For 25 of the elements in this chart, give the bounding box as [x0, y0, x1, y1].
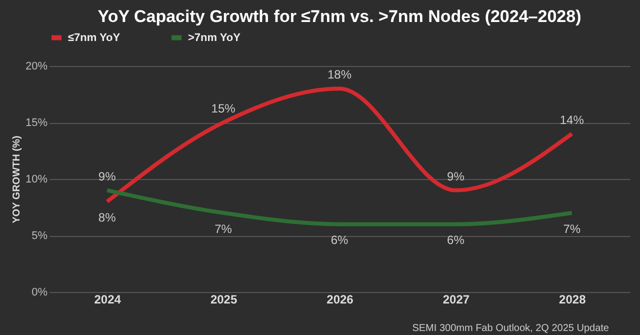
data-label: 15%: [211, 102, 236, 116]
data-label: 14%: [560, 112, 584, 127]
x-tick-label: 2027: [442, 292, 470, 306]
y-tick-label: 5%: [32, 230, 48, 242]
text: SEMI 300mm Fab Outlook, 2Q 2025 Update: [412, 323, 610, 334]
y-tick-label: 0%: [32, 286, 48, 298]
data-label: 8%: [98, 210, 116, 225]
y-tick-label: 15%: [25, 117, 48, 129]
legend-label: >7nm YoY: [188, 32, 242, 44]
y-axis-title: YOY GROWTH (%): [11, 136, 22, 224]
data-label: 9%: [98, 169, 116, 184]
y-tick-label: 20%: [25, 60, 48, 72]
x-tick-label: 2028: [559, 292, 586, 306]
legend-label: ≤7nm YoY: [68, 32, 121, 44]
data-label: 9%: [447, 169, 465, 184]
x-tick-label: 2024: [94, 292, 122, 306]
data-label: 6%: [330, 233, 348, 248]
data-label: 7%: [563, 222, 581, 236]
chart-title: YoY Capacity Growth for ≤7nm vs. >7nm Nodes (2024–2028): [98, 7, 582, 26]
data-label: 7%: [214, 222, 232, 236]
y-tick-label: 10%: [25, 174, 48, 186]
x-tick-label: 2025: [210, 292, 238, 306]
data-label: 18%: [327, 68, 352, 82]
data-label: 6%: [447, 233, 465, 248]
x-tick-label: 2026: [326, 292, 354, 306]
